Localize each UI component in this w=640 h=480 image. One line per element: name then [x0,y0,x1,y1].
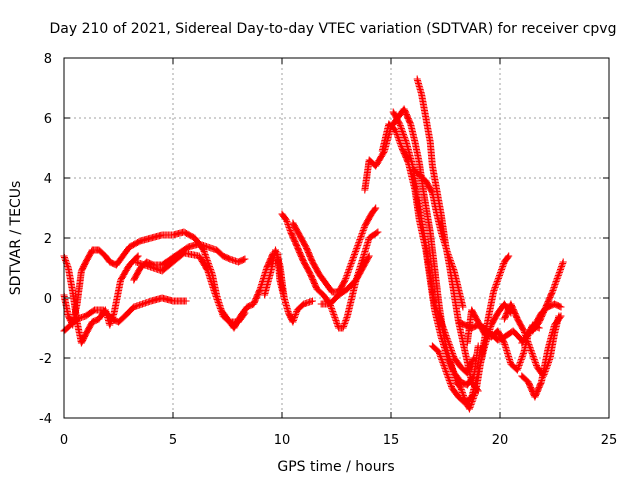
data-track [132,249,288,332]
y-tick-label: 0 [44,292,52,307]
x-axis: 0 5 10 15 20 25 [60,58,617,448]
x-tick-label: 25 [601,433,618,448]
data-point-markers [261,246,316,326]
data-track [455,318,526,344]
y-tick-label: 8 [44,52,52,67]
x-tick-label: 0 [60,433,68,448]
x-axis-label: GPS time / hours [277,459,394,475]
data-point-markers [132,249,288,332]
data-point-markers [317,252,373,308]
x-tick-label: 5 [169,433,177,448]
y-axis: -4 -2 0 2 4 6 8 [39,52,609,427]
data-point-markers [518,300,565,347]
data-track [518,312,565,401]
data-track [261,246,316,326]
x-tick-label: 10 [274,433,291,448]
data-point-markers [289,204,380,296]
y-tick-label: 6 [44,112,52,127]
data-track [289,204,380,296]
data-track [317,252,373,308]
data-point-markers [518,312,565,401]
data-point-markers [455,318,526,344]
y-tick-label: -4 [39,412,52,427]
y-tick-label: 2 [44,232,52,247]
data-track [409,165,467,311]
y-tick-label: 4 [44,172,52,187]
y-axis-label: SDTVAR / TECUs [8,181,24,296]
data-points [60,75,567,413]
y-tick-label: -2 [39,352,52,367]
data-point-markers [409,165,467,311]
data-track [518,300,565,347]
x-tick-label: 15 [383,433,400,448]
x-tick-label: 20 [492,433,509,448]
chart-title: Day 210 of 2021, Sidereal Day-to-day VTE… [50,21,617,37]
